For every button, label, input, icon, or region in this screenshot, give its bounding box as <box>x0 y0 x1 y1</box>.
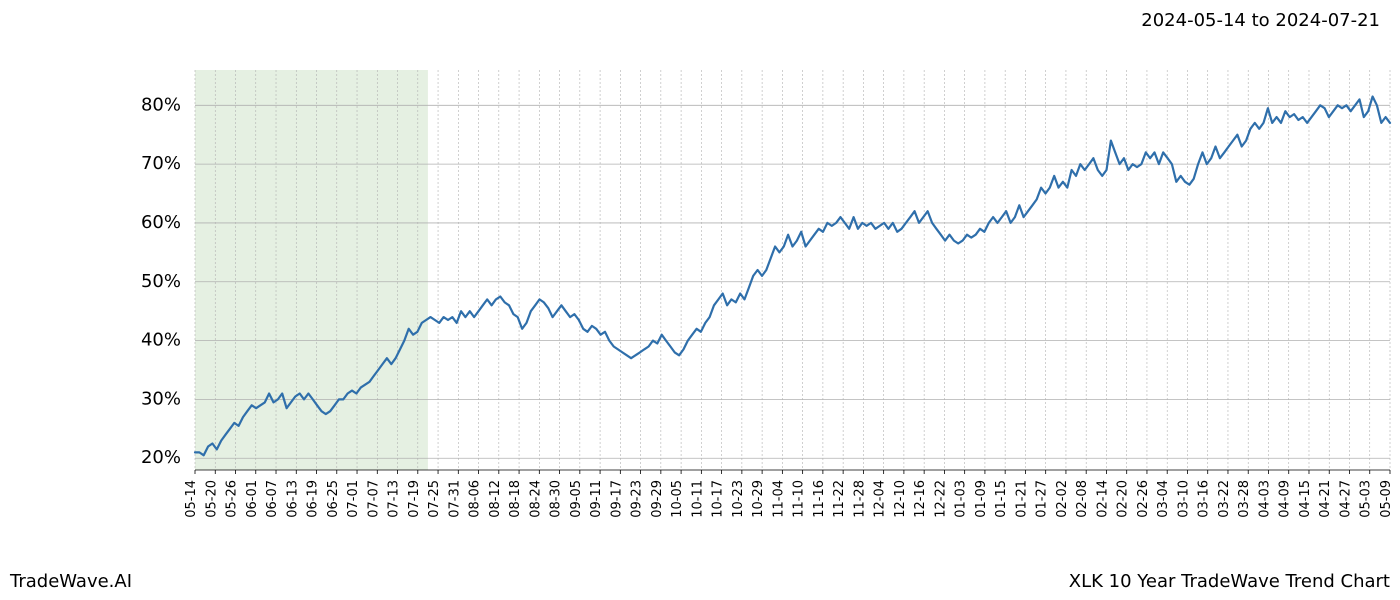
x-axis-label: 08-18 <box>508 480 523 518</box>
x-axis-label: 10-29 <box>751 480 766 518</box>
x-axis-label: 11-22 <box>832 480 847 518</box>
x-axis-label: 05-20 <box>204 480 219 518</box>
y-axis-label: 80% <box>141 94 181 115</box>
x-axis-label: 11-04 <box>771 480 786 518</box>
x-axis-label: 09-11 <box>589 480 604 518</box>
x-axis-label: 05-09 <box>1379 480 1394 518</box>
x-axis-label: 11-10 <box>792 480 807 518</box>
x-axis-label: 02-08 <box>1075 480 1090 518</box>
x-axis-label: 07-13 <box>387 480 402 518</box>
x-axis-label: 07-19 <box>407 480 422 518</box>
x-axis-label: 11-16 <box>812 480 827 518</box>
x-axis-label: 01-15 <box>994 480 1009 518</box>
x-axis-label: 06-01 <box>245 480 260 518</box>
x-axis-label: 08-06 <box>468 480 483 518</box>
x-axis-label: 03-22 <box>1217 480 1232 518</box>
x-axis-label: 09-23 <box>630 480 645 518</box>
x-axis-label: 09-17 <box>609 480 624 518</box>
y-axis-label: 50% <box>141 271 181 292</box>
x-axis-label: 07-07 <box>366 480 381 518</box>
x-axis-label: 01-21 <box>1014 480 1029 518</box>
x-axis-label: 12-16 <box>913 480 928 518</box>
chart-svg: 20% 30% 40% 50% 60% 70% 80% 05-14 05-20 05-26 06-0… <box>0 40 1400 560</box>
y-axis-label: 40% <box>141 330 181 351</box>
x-axis-label: 03-28 <box>1237 480 1252 518</box>
x-axis-label: 04-27 <box>1338 480 1353 518</box>
x-axis-label: 02-14 <box>1095 480 1110 518</box>
x-axis-label: 11-28 <box>852 480 867 518</box>
x-axis-label: 10-05 <box>670 480 685 518</box>
x-axis-label: 10-23 <box>731 480 746 518</box>
x-axis-label: 04-03 <box>1257 480 1272 518</box>
x-axis-label: 02-26 <box>1136 480 1151 518</box>
x-axis-label: 12-10 <box>893 480 908 518</box>
x-axis-label: 06-07 <box>265 480 280 518</box>
trend-chart: 20% 30% 40% 50% 60% 70% 80% 05-14 05-20 05-26 06-0… <box>0 40 1400 560</box>
y-axis-label: 70% <box>141 153 181 174</box>
x-axis-label: 07-25 <box>427 480 442 518</box>
x-axis-label: 03-10 <box>1176 480 1191 518</box>
x-axis-label: 05-14 <box>184 480 199 518</box>
y-axis-label: 20% <box>141 447 181 468</box>
x-axis-label: 04-21 <box>1318 480 1333 518</box>
x-axis-label: 02-02 <box>1055 480 1070 518</box>
x-axis-label: 06-19 <box>306 480 321 518</box>
brand-label: TradeWave.AI <box>10 571 132 592</box>
x-axis-label: 10-11 <box>690 480 705 518</box>
x-axis-label: 06-13 <box>285 480 300 518</box>
highlight-band <box>195 70 428 470</box>
y-axis-label: 30% <box>141 388 181 409</box>
x-axis-label: 02-20 <box>1116 480 1131 518</box>
x-axis-label: 06-25 <box>326 480 341 518</box>
x-axis-label: 03-04 <box>1156 480 1171 518</box>
x-axis-label: 03-16 <box>1197 480 1212 518</box>
x-axis-label: 01-03 <box>954 480 969 518</box>
x-axis-label: 09-05 <box>569 480 584 518</box>
x-axis-label: 04-09 <box>1278 480 1293 518</box>
x-axis-label: 09-29 <box>650 480 665 518</box>
x-axis-label: 05-26 <box>225 480 240 518</box>
chart-title: XLK 10 Year TradeWave Trend Chart <box>1069 571 1390 592</box>
x-axis-label: 05-03 <box>1359 480 1374 518</box>
x-axis-label: 08-12 <box>488 480 503 518</box>
y-axis-label: 60% <box>141 212 181 233</box>
x-axis-label: 04-15 <box>1298 480 1313 518</box>
x-axis-label: 08-30 <box>549 480 564 518</box>
x-axis-label: 01-27 <box>1035 480 1050 518</box>
x-axis-label: 08-24 <box>528 480 543 518</box>
x-axis-label: 07-31 <box>447 480 462 518</box>
x-axis-label: 01-09 <box>974 480 989 518</box>
x-axis-label: 12-04 <box>873 480 888 518</box>
x-axis-label: 07-01 <box>346 480 361 518</box>
x-axis-label: 12-22 <box>933 480 948 518</box>
x-axis-label: 10-17 <box>711 480 726 518</box>
date-range-label: 2024-05-14 to 2024-07-21 <box>1141 10 1380 31</box>
